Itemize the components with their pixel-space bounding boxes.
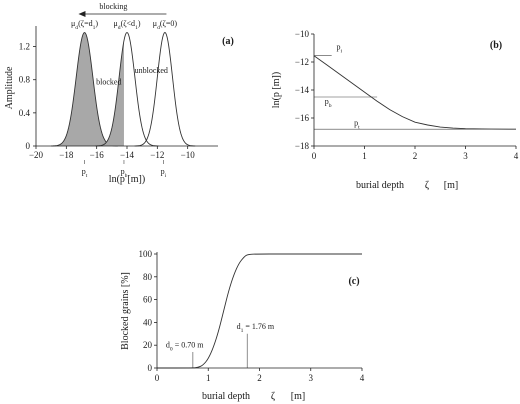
x-axis-label-b: burial depth xyxy=(356,180,404,191)
x-tick-label-a: −12 xyxy=(150,150,164,160)
y-tick-label-c: 60 xyxy=(143,295,153,305)
x-axis-label-a: ln(p [m]) xyxy=(109,174,145,185)
y-tick-label-b: −14 xyxy=(295,85,310,95)
x-axis-unit-c: [m] xyxy=(291,391,305,402)
y-tick-label-a: 0 xyxy=(26,141,31,151)
y-tick-label-a: 1.2 xyxy=(19,42,30,52)
x-tick-label-b: 4 xyxy=(514,151,519,161)
y-tick-label-c: 40 xyxy=(143,317,153,327)
y-tick-label-a: 0.8 xyxy=(19,75,31,85)
x-tick-label-a: −20 xyxy=(29,150,44,160)
marker-label-t: pt xyxy=(82,167,88,179)
panel-a: −20 −18 −16 −14 −12 −10 0 0.4 0.8 1.2 Amplitude ln(… xyxy=(4,2,234,185)
y-tick-label-c: 20 xyxy=(143,340,153,350)
x-tick-label-b: 0 xyxy=(312,151,317,161)
x-axis-label-c: burial depth xyxy=(202,391,250,402)
y-tick-label-c: 100 xyxy=(139,249,153,259)
x-tick-label-b: 2 xyxy=(413,151,418,161)
x-tick-label-a: −16 xyxy=(90,150,105,160)
unblocked-label: unblocked xyxy=(135,66,168,75)
panel-label-a: (a) xyxy=(222,36,234,47)
peak-title-2: μd(ζ=0) xyxy=(153,19,178,31)
x-tick-label-a: −18 xyxy=(59,150,74,160)
panel-c: d0 = 0.70 md1 = 1.76 m0 1 2 3 4020406080100B… xyxy=(120,249,365,402)
marker-label-b: pb xyxy=(121,167,128,179)
y-axis-label-b: ln(p [m]) xyxy=(271,72,282,108)
peak-title-0: μd(ζ=d1) xyxy=(71,19,98,31)
y-tick-label-b: −12 xyxy=(295,57,309,67)
y-tick-label-b: −16 xyxy=(295,113,310,123)
y-tick-label-c: 80 xyxy=(143,272,153,282)
marker-label-d0: d0 = 0.70 m xyxy=(166,340,204,352)
depth-curve-b xyxy=(313,55,517,130)
x-tick-label-c: 4 xyxy=(360,373,365,383)
ref-label-pt: pt xyxy=(354,119,360,131)
y-tick-label-c: 0 xyxy=(148,363,153,373)
x-tick-label-c: 3 xyxy=(309,373,314,383)
x-axis-symbol-c: ζ xyxy=(271,391,275,402)
x-tick-label-c: 0 xyxy=(155,373,160,383)
x-tick-label-a: −10 xyxy=(181,150,196,160)
y-tick-label-a: 0.4 xyxy=(19,108,31,118)
blocking-label: blocking xyxy=(99,2,127,11)
x-tick-label-a: −14 xyxy=(120,150,135,160)
blocked-fraction-curve xyxy=(157,253,362,369)
x-tick-label-b: 1 xyxy=(362,151,367,161)
y-axis-label-a: Amplitude xyxy=(4,66,15,109)
y-tick-label-b: −10 xyxy=(295,29,310,39)
x-axis-symbol-b: ζ xyxy=(425,180,429,191)
peak-title-1: μd(ζ<d1) xyxy=(113,19,140,31)
blocked-label: blocked xyxy=(96,78,121,87)
x-tick-label-c: 2 xyxy=(257,373,262,383)
ref-label-pb: pb xyxy=(325,97,332,109)
x-tick-label-c: 1 xyxy=(206,373,211,383)
y-tick-label-b: −18 xyxy=(295,141,310,151)
blocking-arrow-head xyxy=(78,11,86,17)
x-axis-unit-b: [m] xyxy=(444,180,458,191)
gauss-fill-0 xyxy=(51,32,118,146)
gauss-curve-1 xyxy=(95,31,159,147)
y-axis-label-c: Blocked grains [%] xyxy=(120,272,131,350)
x-tick-label-b: 3 xyxy=(463,151,468,161)
panel-b: pi pb pt 0 1 2 3 4 −18 −16 −14 −12 −10 ln(p [m]) buria… xyxy=(271,29,519,191)
gauss-fill-1 xyxy=(95,40,124,146)
ref-label-pi: pi xyxy=(336,42,342,54)
gauss-curve-2 xyxy=(134,31,196,147)
marker-label-d1: d1 = 1.76 m xyxy=(237,322,275,334)
panel-label-b: (b) xyxy=(490,40,502,51)
panel-label-c: (c) xyxy=(348,276,359,287)
marker-label-i: pi xyxy=(161,167,167,179)
